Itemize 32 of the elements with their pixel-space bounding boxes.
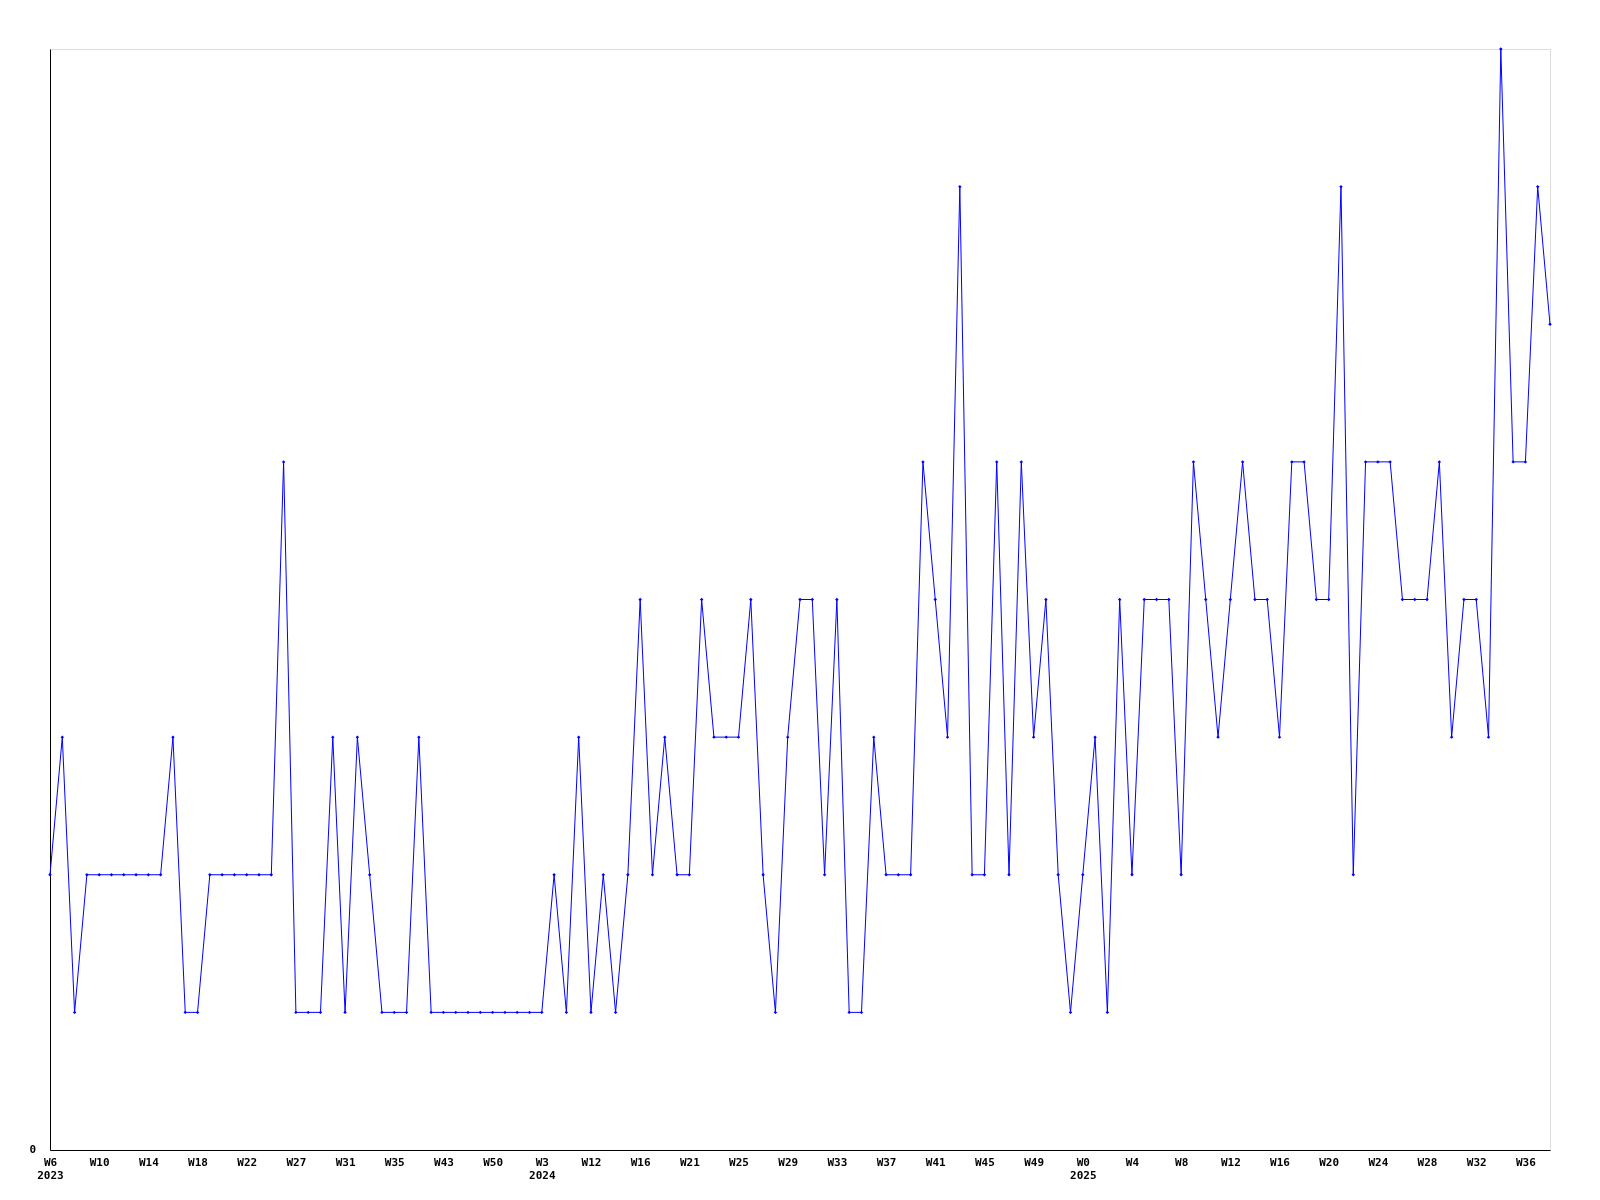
x-tick-label: W49	[1024, 1155, 1045, 1169]
x-tick-label: W21	[679, 1155, 701, 1169]
x-tick-label: W33	[827, 1155, 848, 1169]
x-tick-label: W14	[138, 1155, 160, 1169]
x-tick-label: W27	[286, 1155, 307, 1169]
x-tick-label: W4	[1125, 1155, 1140, 1169]
x-tick-label: W36	[1515, 1155, 1537, 1169]
x-tick-label: W25	[729, 1155, 749, 1169]
x-tick-label: W10	[89, 1155, 110, 1169]
x-tick-label: W41	[925, 1155, 947, 1169]
x-tick-label: W20	[1319, 1155, 1340, 1169]
x-tick-label: W28	[1417, 1155, 1438, 1169]
x-tick-label: W24	[1368, 1155, 1389, 1169]
x-tick-label: W35	[384, 1155, 405, 1169]
x-tick-label: W29	[778, 1155, 799, 1169]
x-tick-label: W18	[188, 1155, 208, 1169]
x-tick-label: W45	[974, 1155, 995, 1169]
x-tick-label: W6 2023	[37, 1155, 64, 1182]
x-tick-label: W12	[1220, 1155, 1241, 1169]
x-tick-label: W32	[1466, 1155, 1487, 1169]
x-tick-label: W22	[237, 1155, 258, 1169]
x-tick-label: W16	[1270, 1155, 1291, 1169]
x-tick-label: W16	[630, 1155, 651, 1169]
x-tick-label: W3 2024	[529, 1155, 556, 1182]
x-tick-label: W50	[483, 1155, 504, 1169]
x-tick-label: W12	[581, 1155, 602, 1169]
x-tick-label: W0 2025	[1070, 1155, 1097, 1182]
text: 0	[29, 1143, 36, 1156]
x-tick-label: W43	[434, 1155, 454, 1169]
x-tick-label: W31	[335, 1155, 356, 1169]
x-tick-label: W37	[876, 1155, 897, 1169]
x-tick-label: W8	[1175, 1155, 1189, 1169]
